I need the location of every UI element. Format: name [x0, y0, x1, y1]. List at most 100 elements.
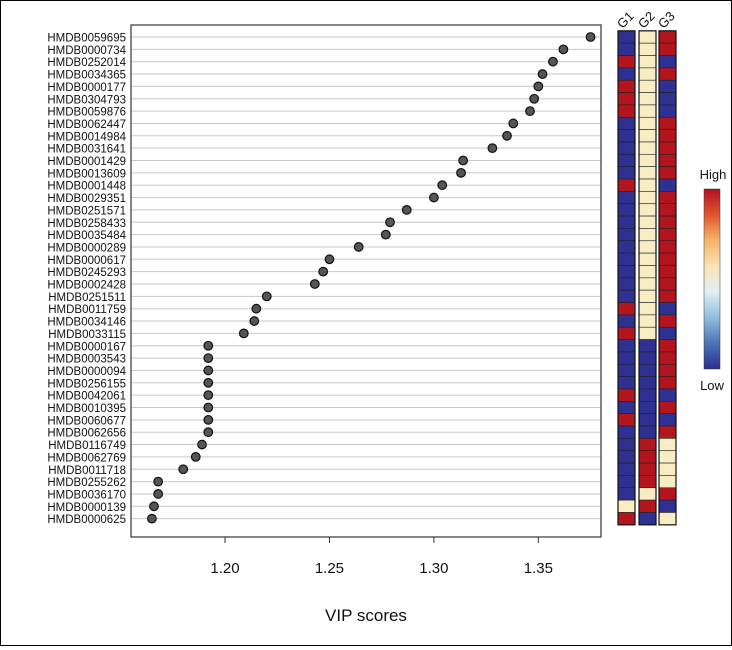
vip-point: [537, 69, 548, 79]
metabolite-label: HMDB0060677: [47, 415, 126, 427]
x-tick-label: 1.35: [524, 560, 553, 577]
heatmap-cell: [658, 141, 677, 155]
metabolite-label: HMDB0000139: [47, 502, 126, 514]
metabolite-label: HMDB0062656: [47, 428, 126, 440]
heatmap-cell: [638, 228, 657, 242]
vip-point: [533, 81, 544, 92]
metabolite-label: HMDB0116749: [48, 440, 126, 452]
heatmap-cell: [658, 499, 677, 513]
heatmap-cell: [658, 289, 677, 303]
heatmap-cell: [638, 499, 657, 513]
heatmap-cell: [658, 388, 677, 402]
heatmap-cell: [638, 363, 657, 377]
heatmap-cell: [638, 203, 657, 217]
metabolite-label: HMDB0010395: [47, 403, 126, 415]
color-legend: High Low: [700, 167, 727, 393]
metabolite-label: HMDB0062769: [47, 452, 126, 464]
vip-point: [508, 118, 519, 129]
heatmap-cell: [638, 388, 657, 402]
metabolite-label: HMDB0036170: [47, 489, 126, 501]
heatmap-cell: [617, 277, 636, 291]
heatmap-cell: [638, 289, 657, 303]
vip-point: [456, 167, 466, 178]
vip-point: [548, 56, 558, 67]
heatmap-cell: [638, 240, 657, 254]
heatmap-cell: [638, 425, 657, 439]
heatmap-column-border: [658, 30, 677, 526]
heatmap-cell: [617, 129, 636, 143]
heatmap-cell: [617, 376, 636, 390]
metabolite-label: HMDB0000734: [47, 45, 126, 57]
x-tick-label: 1.30: [419, 560, 448, 577]
heatmap-cell: [617, 141, 636, 155]
vip-point: [203, 365, 214, 376]
metabolite-label: HMDB0011759: [48, 304, 126, 316]
metabolite-label: HMDB0000617: [47, 255, 126, 267]
heatmap-cell: [617, 252, 636, 266]
heatmap-cell: [617, 425, 636, 439]
heatmap-cell: [617, 116, 636, 130]
vip-point: [261, 291, 272, 302]
vip-point: [203, 414, 214, 425]
heatmap-cell: [638, 487, 657, 501]
heatmap-cell: [617, 363, 636, 377]
metabolite-label: HMDB0035484: [47, 230, 126, 242]
heatmap-cell: [617, 240, 636, 254]
heatmap-cell: [617, 462, 636, 476]
heatmap-cell: [638, 116, 657, 130]
heatmap-cell: [638, 215, 657, 229]
vip-point: [309, 279, 320, 289]
heatmap-cell: [617, 475, 636, 489]
heatmap-cell: [638, 178, 657, 192]
vip-point: [153, 476, 164, 487]
heatmap-cell: [617, 215, 636, 229]
metabolite-label: HMDB0033115: [48, 329, 126, 341]
metabolite-label: HMDB0029351: [47, 193, 126, 205]
heatmap-cell: [638, 42, 657, 56]
heatmap-cell: [617, 265, 636, 279]
heatmap-cell: [638, 475, 657, 489]
heatmap-cell: [617, 413, 636, 427]
metabolite-label: HMDB0304793: [47, 94, 126, 106]
heatmap-column-border: [638, 30, 657, 526]
legend-low-label: Low: [700, 378, 724, 393]
heatmap-cell: [638, 462, 657, 476]
heatmap-cell: [658, 351, 677, 365]
heatmap-cell: [658, 203, 677, 217]
heatmap-cell: [638, 326, 657, 340]
metabolite-label: HMDB0000167: [47, 341, 126, 353]
heatmap-cell: [617, 339, 636, 353]
heatmap-cell: [658, 413, 677, 427]
vip-points: [146, 32, 596, 524]
heatmap-cell: [617, 401, 636, 414]
heatmap-cell: [638, 104, 657, 118]
metabolite-label: HMDB0034365: [47, 70, 126, 82]
heatmap-cell: [617, 326, 636, 340]
heatmap-cell: [658, 252, 677, 266]
vip-point: [487, 143, 498, 154]
heatmap-cell: [638, 79, 657, 93]
heatmap-cell: [638, 401, 657, 414]
heatmap-cell: [617, 314, 636, 328]
heatmap-cell: [638, 166, 657, 180]
heatmap-cell: [638, 30, 657, 44]
vip-point: [203, 390, 214, 401]
vip-point: [178, 464, 189, 475]
heatmap-cell: [658, 339, 677, 353]
heatmap-cell: [638, 339, 657, 353]
heatmap-cell: [658, 425, 677, 439]
heatmap-cell: [638, 450, 657, 464]
vip-point: [190, 452, 201, 462]
heatmap-column-border: [617, 30, 636, 526]
legend-high-label: High: [700, 167, 727, 182]
vip-point: [251, 303, 262, 314]
heatmap-cell: [617, 289, 636, 303]
heatmap-cell: [658, 67, 677, 81]
vip-point: [203, 353, 214, 364]
metabolite-label: HMDB0062447: [47, 119, 126, 131]
vip-point: [203, 340, 214, 351]
metabolite-label: HMDB0000177: [47, 82, 126, 94]
heatmap-cell: [658, 314, 677, 328]
